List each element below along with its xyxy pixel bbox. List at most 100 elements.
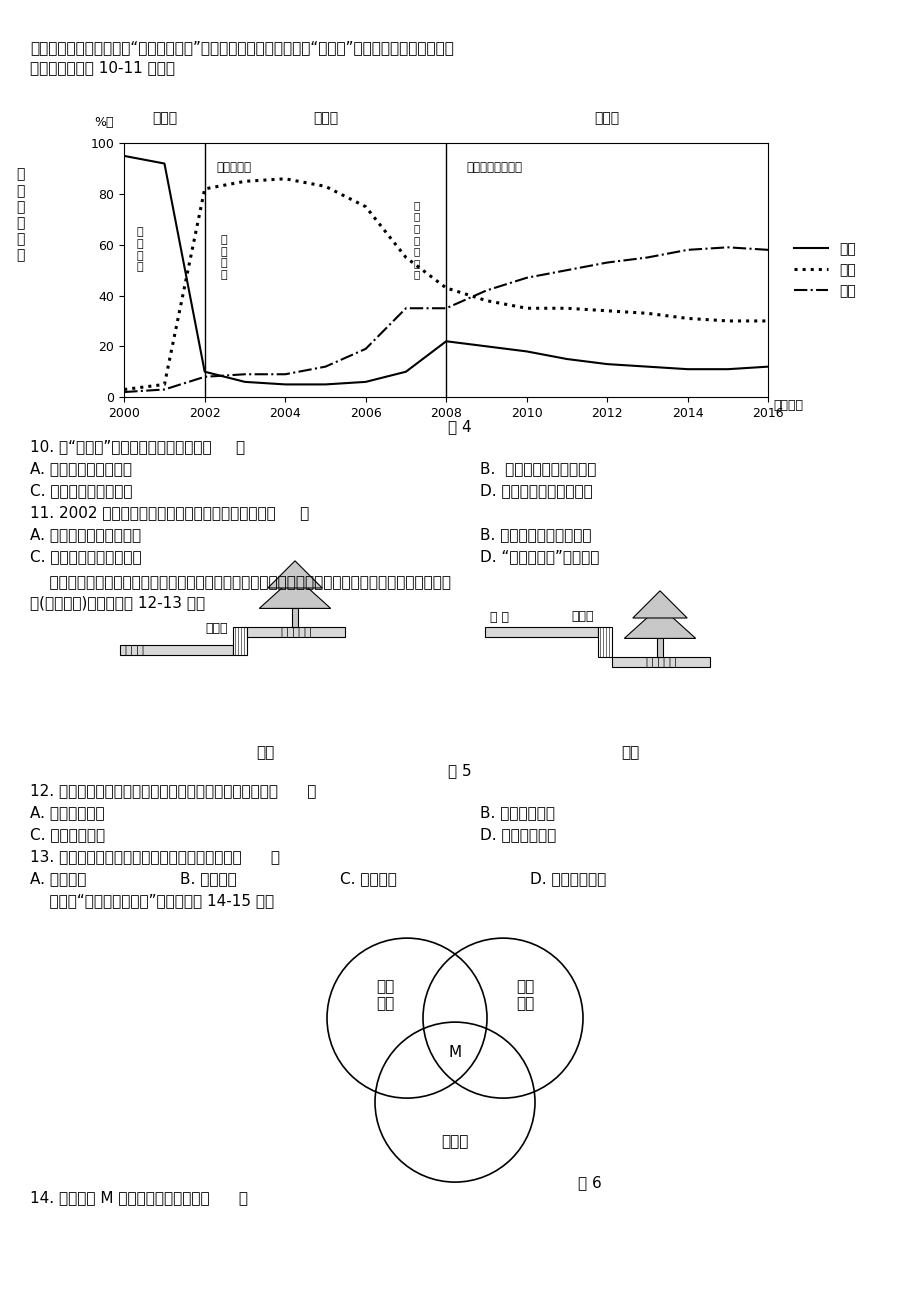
商业: [762, 242, 773, 258]
Text: %）: %）: [94, 116, 113, 129]
Bar: [291, 608, 298, 628]
商业: [239, 366, 250, 381]
Bar: [119, 644, 233, 655]
Text: A. 阻挡雨水杂物: A. 阻挡雨水杂物: [30, 805, 105, 820]
Text: 14. 符合图中 M 处农业地域类型的是（      ）: 14. 符合图中 M 处农业地域类型的是（ ）: [30, 1190, 248, 1206]
工业: [641, 306, 652, 322]
Text: 密集
农业: 密集 农业: [376, 979, 393, 1012]
工业: [400, 250, 411, 266]
Text: D. 从事商业活动人数增加: D. 从事商业活动人数增加: [480, 483, 592, 499]
工业: [520, 301, 531, 316]
Text: 图乙: 图乙: [620, 745, 639, 760]
Text: B. 美化城市环境: B. 美化城市环境: [480, 805, 554, 820]
农业: [601, 357, 612, 372]
商业: [359, 341, 370, 357]
Text: 阶段三: 阶段三: [594, 111, 619, 125]
工业: [239, 173, 250, 189]
Text: 阶段一: 阶段一: [152, 111, 176, 125]
农业: [561, 352, 572, 367]
Polygon shape: [267, 561, 322, 589]
Text: 13. 环保学者提出的设计建议主要解决的是城市（      ）: 13. 环保学者提出的设计建议主要解决的是城市（ ）: [30, 849, 279, 865]
工业: [721, 312, 732, 328]
商业: [601, 255, 612, 271]
Text: 11. 2002 年后，该地区城市化的发展过程总体处在（     ）: 11. 2002 年后，该地区城市化的发展过程总体处在（ ）: [30, 505, 309, 519]
商业: [440, 301, 451, 316]
Text: 种植业: 种植业: [441, 1134, 468, 1150]
Text: 路缘石: 路缘石: [205, 621, 228, 634]
商业: [400, 301, 411, 316]
Text: 图 5: 图 5: [448, 763, 471, 779]
农业: [721, 362, 732, 378]
商业: [159, 381, 170, 397]
Text: B.  建筑工人比重不断上升: B. 建筑工人比重不断上升: [480, 461, 596, 477]
商业: [119, 384, 130, 400]
Text: M: M: [448, 1044, 461, 1060]
Bar: [484, 628, 597, 637]
工业: [320, 178, 331, 194]
农业: [400, 363, 411, 380]
农业: [440, 333, 451, 349]
Text: C. 防止人为践踏: C. 防止人为践踏: [30, 827, 105, 842]
Text: 工
业
区
建
设
完
成: 工 业 区 建 设 完 成: [414, 201, 420, 280]
Polygon shape: [259, 575, 330, 608]
Text: 路 面: 路 面: [490, 611, 508, 624]
Text: 如图为“农业类型示意图”。读图回答 14-15 题。: 如图为“农业类型示意图”。读图回答 14-15 题。: [30, 893, 274, 907]
Text: A. 已经进入逆城市化阶段: A. 已经进入逆城市化阶段: [30, 527, 141, 542]
Bar: [656, 638, 663, 658]
商业: [641, 250, 652, 266]
商业: [320, 359, 331, 375]
Text: C. 体力劳动者比重增加: C. 体力劳动者比重增加: [30, 483, 132, 499]
工业: [762, 312, 773, 328]
商业: [481, 283, 492, 298]
Text: 体所有制的村庄，亦称为“都市里的村庄”。下图示意某工业集中区的“城中村”形成过程中村民就业构成: 体所有制的村庄，亦称为“都市里的村庄”。下图示意某工业集中区的“城中村”形成过程…: [30, 40, 453, 55]
工业: [359, 199, 370, 215]
农业: [481, 339, 492, 354]
Text: 阶段二: 阶段二: [312, 111, 337, 125]
工业: [279, 171, 290, 186]
农业: [641, 359, 652, 375]
Polygon shape: [624, 607, 695, 638]
农业: [320, 376, 331, 392]
Text: 路 面: 路 面: [125, 643, 144, 656]
Text: B. 内涝问题: B. 内涝问题: [180, 871, 236, 887]
Text: 路缘石: 路缘石: [571, 611, 594, 624]
工业: [199, 181, 210, 197]
农业: [119, 148, 130, 164]
Text: 12. 图甲中路缘石与种植池这样设计的主要原因最可能为（      ）: 12. 图甲中路缘石与种植池这样设计的主要原因最可能为（ ）: [30, 783, 316, 798]
Text: C. 城市化发展的加速阶段: C. 城市化发展的加速阶段: [30, 549, 142, 564]
农业: [762, 359, 773, 375]
农业: [520, 344, 531, 359]
工业: [481, 293, 492, 309]
Bar: [597, 628, 611, 658]
农业: [239, 374, 250, 389]
农业: [199, 363, 210, 380]
Legend: 农业, 工业, 商业: 农业, 工业, 商业: [788, 237, 861, 303]
商业: [681, 242, 692, 258]
Text: 城市建设相对平稳: 城市建设相对平稳: [466, 161, 522, 174]
商业: [721, 240, 732, 255]
Text: 图甲: 图甲: [255, 745, 274, 760]
Text: 土
地
征
收: 土 地 征 收: [221, 236, 227, 280]
Text: 图 6: 图 6: [577, 1176, 601, 1190]
Text: 种 植 池: 种 植 池: [280, 625, 311, 638]
商业: [520, 270, 531, 285]
Text: 近
郊
农
村: 近 郊 农 村: [136, 228, 142, 272]
Text: 变化。据此完成 10-11 小题。: 变化。据此完成 10-11 小题。: [30, 60, 175, 76]
Text: 自给
农业: 自给 农业: [516, 979, 534, 1012]
工业: [440, 280, 451, 296]
工业: [159, 376, 170, 392]
Line: 农业: 农业: [124, 156, 767, 384]
Text: D. 减少建设成本: D. 减少建设成本: [480, 827, 556, 842]
Line: 商业: 商业: [124, 247, 767, 392]
Line: 工业: 工业: [124, 178, 767, 389]
Bar: [611, 658, 709, 667]
Bar: [246, 628, 345, 637]
工业: [561, 301, 572, 316]
Text: 工业区建设: 工业区建设: [217, 161, 252, 174]
Text: 图 4: 图 4: [448, 419, 471, 434]
Text: C. 拥堵问题: C. 拥堵问题: [340, 871, 396, 887]
Text: （年份）: （年份）: [772, 400, 802, 413]
Text: 村
民
就
业
构
成: 村 民 就 业 构 成: [16, 168, 24, 263]
Text: 种 植 池: 种 植 池: [645, 656, 675, 669]
工业: [601, 303, 612, 319]
